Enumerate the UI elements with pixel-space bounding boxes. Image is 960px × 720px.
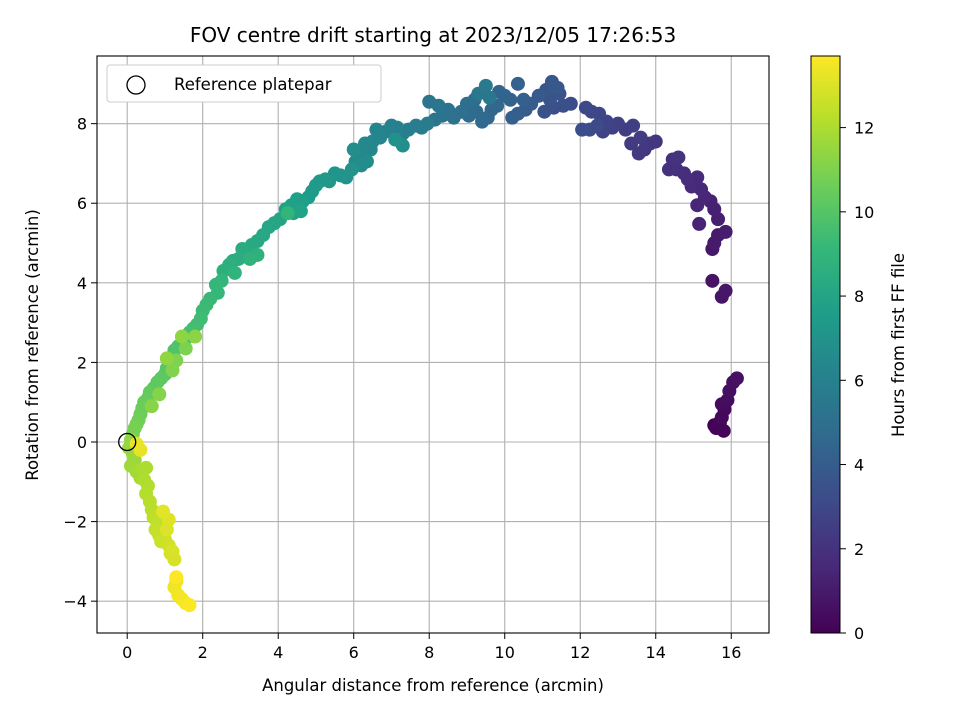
y-tick-label: 2 — [77, 353, 87, 372]
data-point — [631, 146, 646, 161]
x-tick-label: 14 — [646, 643, 666, 662]
data-point — [188, 329, 203, 344]
data-point — [280, 206, 295, 221]
legend-label: Reference platepar — [174, 75, 332, 94]
colorbar-tick-label: 2 — [854, 540, 864, 559]
data-point — [671, 150, 686, 165]
data-point — [510, 76, 525, 91]
y-tick-label: −4 — [63, 592, 87, 611]
y-tick-label: −2 — [63, 513, 87, 532]
legend-marker — [126, 75, 146, 95]
data-point — [516, 92, 531, 107]
colorbar-tick-label: 4 — [854, 456, 864, 475]
legend: Reference platepar — [106, 64, 382, 103]
data-point — [550, 80, 565, 95]
data-point — [169, 570, 184, 585]
data-point — [388, 132, 403, 147]
data-point — [346, 142, 361, 157]
data-point — [152, 387, 167, 402]
chart-title: FOV centre drift starting at 2023/12/05 … — [190, 23, 676, 47]
data-point — [144, 399, 159, 414]
data-point — [505, 110, 520, 125]
data-point — [705, 273, 720, 288]
data-point — [165, 363, 180, 378]
x-tick-label: 4 — [273, 643, 283, 662]
data-point — [227, 265, 242, 280]
colorbar: 0 2 4 6 8 10 12 Hours from first FF file — [810, 55, 908, 643]
data-point — [692, 216, 707, 231]
data-point — [626, 118, 641, 133]
data-point — [159, 351, 174, 366]
data-point — [165, 544, 180, 559]
y-tick-label: 4 — [77, 274, 87, 293]
legend-box — [106, 64, 382, 103]
colorbar-ticks: 0 2 4 6 8 10 12 — [840, 119, 874, 643]
data-point — [729, 371, 744, 386]
data-point — [178, 341, 193, 356]
data-point — [431, 98, 446, 113]
data-point — [369, 122, 384, 137]
colorbar-tick-label: 12 — [854, 119, 874, 138]
grid-lines — [97, 56, 769, 633]
y-tick-label: 6 — [77, 194, 87, 213]
y-axis-label: Rotation from reference (arcmin) — [23, 209, 42, 481]
data-point — [482, 90, 497, 105]
reference-platepar-marker — [118, 432, 137, 452]
data-point — [578, 100, 593, 115]
colorbar-tick-label: 0 — [854, 624, 864, 643]
x-tick-label: 12 — [570, 643, 590, 662]
x-tick-label: 10 — [495, 643, 515, 662]
x-tick-label: 2 — [198, 643, 208, 662]
data-point — [293, 204, 308, 219]
data-point — [537, 104, 552, 119]
data-point — [139, 460, 154, 475]
data-point — [716, 423, 731, 438]
x-tick-label: 0 — [122, 643, 132, 662]
y-tick-label: 8 — [77, 115, 87, 134]
colorbar-tick-label: 6 — [854, 371, 864, 390]
data-point — [575, 122, 590, 137]
data-point — [156, 504, 171, 519]
y-tick-label: 0 — [77, 433, 87, 452]
y-axis-ticks: −4 −2 0 2 4 6 8 — [63, 115, 97, 611]
colorbar-body — [810, 55, 841, 634]
data-point — [174, 329, 189, 344]
data-point — [359, 154, 374, 169]
data-point — [478, 78, 493, 93]
data-point — [242, 251, 257, 266]
plot-frame — [96, 55, 770, 634]
scatter-points — [122, 74, 744, 613]
colorbar-tick-label: 10 — [854, 203, 874, 222]
colorbar-label: Hours from first FF file — [889, 253, 908, 437]
data-point — [633, 130, 648, 145]
data-point — [718, 224, 733, 239]
colorbar-tick-label: 8 — [854, 287, 864, 306]
data-point — [718, 283, 733, 298]
data-point — [182, 598, 197, 613]
x-axis-label: Angular distance from reference (arcmin) — [262, 676, 604, 695]
x-tick-label: 16 — [721, 643, 741, 662]
x-tick-label: 6 — [349, 643, 359, 662]
x-axis-ticks: 0 2 4 6 8 10 12 14 16 — [122, 633, 741, 662]
x-tick-label: 8 — [424, 643, 434, 662]
